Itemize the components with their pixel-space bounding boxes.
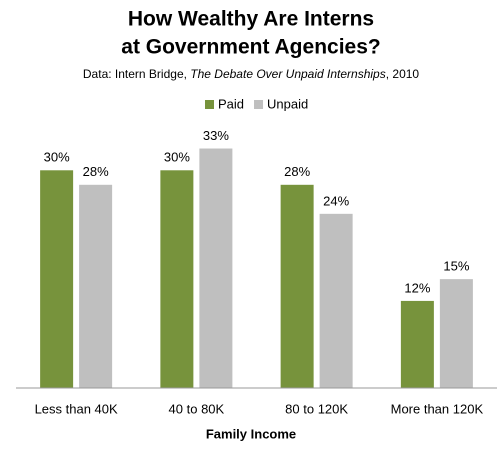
x-tick-label: 40 to 80K bbox=[169, 401, 225, 416]
legend-swatch bbox=[205, 100, 214, 109]
value-label: 24% bbox=[323, 193, 349, 208]
bar bbox=[160, 170, 194, 388]
value-label: 28% bbox=[83, 164, 109, 179]
bar bbox=[319, 213, 353, 388]
legend-label: Unpaid bbox=[267, 96, 308, 111]
value-label: 12% bbox=[404, 280, 430, 295]
value-label: 30% bbox=[164, 150, 190, 165]
value-label: 28% bbox=[284, 164, 310, 179]
x-axis-label: Family Income bbox=[206, 426, 296, 441]
chart-title: at Government Agencies? bbox=[121, 36, 380, 59]
legend-swatch bbox=[254, 100, 264, 109]
bar bbox=[79, 184, 113, 388]
subtitle-part: The Debate Over Unpaid Internships bbox=[190, 67, 385, 81]
x-tick-label: 80 to 120K bbox=[285, 401, 348, 416]
bar bbox=[400, 300, 434, 388]
x-tick-label: More than 120K bbox=[391, 401, 484, 416]
value-label: 33% bbox=[203, 128, 229, 143]
bar bbox=[40, 170, 74, 388]
bar bbox=[439, 279, 473, 388]
chart-subtitle: Data: Intern Bridge, The Debate Over Unp… bbox=[83, 67, 420, 81]
subtitle-part: , 2010 bbox=[386, 67, 420, 81]
chart-title: How Wealthy Are Interns bbox=[128, 8, 374, 31]
bar bbox=[199, 148, 233, 388]
value-label: 15% bbox=[443, 259, 469, 274]
subtitle-part: Data: Intern Bridge, bbox=[83, 67, 190, 81]
bar bbox=[280, 184, 314, 388]
value-label: 30% bbox=[44, 150, 70, 165]
legend-label: Paid bbox=[218, 96, 244, 111]
x-tick-label: Less than 40K bbox=[35, 401, 118, 416]
